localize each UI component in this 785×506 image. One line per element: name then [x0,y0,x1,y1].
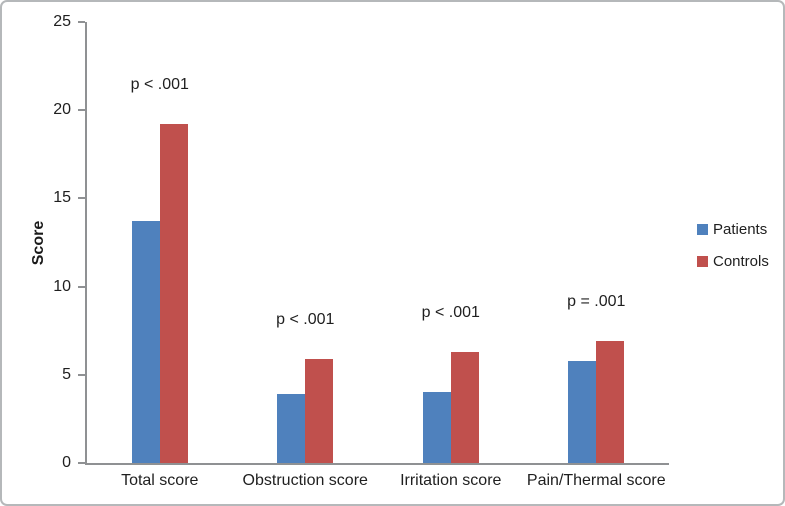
y-tick-label: 0 [62,454,71,471]
bar-controls-irritation [450,352,479,463]
category-group-obstruction: p < .001 Obstruction score [233,22,379,489]
category-group-total: p < .001 Total score [87,22,233,489]
y-axis-title: Score [30,220,47,266]
legend-label-patients: Patients [713,221,768,238]
y-axis-tick [78,109,85,112]
p-value-annotation: p < .001 [130,76,189,93]
category-group-irritation: p < .001 Irritation score [378,22,524,489]
controls-color-swatch [697,256,708,267]
legend-item-controls: Controls [697,253,769,270]
bar-pair [568,341,625,463]
category-label: Obstruction score [242,472,368,489]
category-label: Pain/Thermal score [526,472,666,489]
bar-pair [131,124,188,463]
bar-patients-irritation [422,392,451,463]
p-value-annotation: p < .001 [421,304,480,321]
y-tick-label: 20 [53,101,71,119]
bar-pair [422,352,479,463]
y-axis-tick [78,197,85,200]
bar-patients-pain-thermal [568,361,597,463]
plot-area: p < .001 Total score p < .001 Obstructio… [53,13,670,489]
bar-controls-pain-thermal [596,341,625,463]
legend-item-patients: Patients [697,221,769,238]
category-group-pain-thermal: p = .001 Pain/Thermal score [524,22,670,489]
bar-patients-total [131,221,160,463]
y-axis-tick [78,285,85,288]
p-value-annotation: p < .001 [276,311,335,328]
bar-controls-total [159,124,188,463]
y-axis-tick [78,373,85,376]
legend-label-controls: Controls [713,253,769,270]
legend: Patients Controls [697,221,769,270]
y-tick-label: 10 [53,277,71,295]
bar-pair [277,359,334,463]
y-axis-tick [78,21,85,23]
bar-patients-obstruction [277,394,306,463]
category-label: Total score [121,472,199,489]
bar-controls-obstruction [305,359,334,463]
category-label: Irritation score [400,472,502,489]
p-value-annotation: p = .001 [567,293,626,310]
y-axis-tick [78,462,85,464]
patients-color-swatch [697,224,708,235]
y-tick-label: 15 [53,189,71,207]
y-tick-label: 25 [53,13,71,30]
y-tick-label: 5 [62,365,71,383]
